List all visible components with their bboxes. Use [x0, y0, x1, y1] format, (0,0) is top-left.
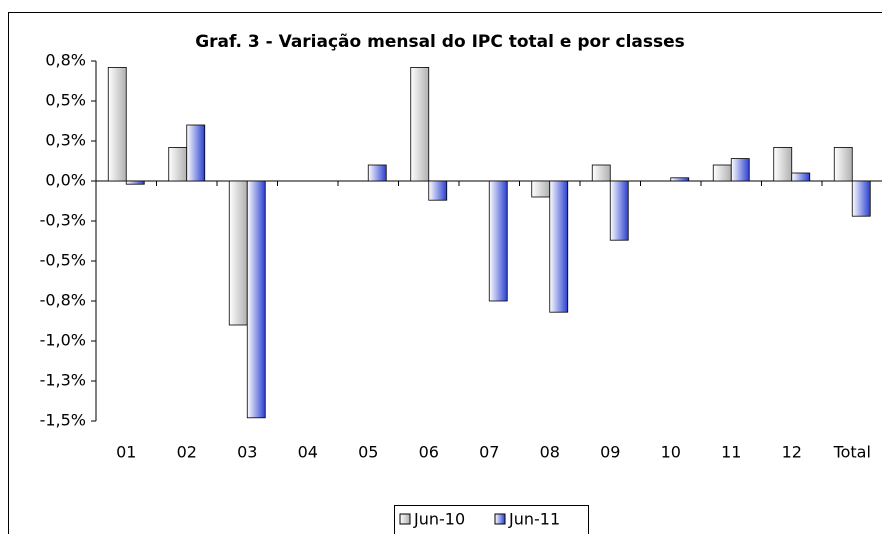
x-tick-label: 06	[419, 443, 439, 462]
bar	[125, 180, 145, 185]
x-tick-label: 08	[540, 443, 560, 462]
chart-frame	[8, 12, 882, 534]
x-tick-label: 11	[721, 443, 741, 462]
y-tick-label: -1,5%	[40, 411, 86, 430]
bar	[712, 164, 732, 182]
y-tick-label: -0,5%	[40, 251, 86, 270]
bar	[549, 180, 569, 313]
bar	[531, 180, 551, 198]
chart-title: Graf. 3 - Variação mensal do IPC total e…	[195, 32, 685, 52]
legend-swatch	[399, 513, 411, 525]
bar	[851, 180, 871, 217]
legend-label: Jun-10	[413, 510, 465, 529]
bar	[168, 146, 188, 182]
x-tick-label: 09	[600, 443, 620, 462]
x-tick-label: 10	[661, 443, 681, 462]
bar	[228, 180, 248, 326]
y-tick-label: -1,0%	[40, 331, 86, 350]
bar	[246, 180, 266, 419]
bar	[107, 67, 127, 182]
x-tick-label: 07	[479, 443, 499, 462]
x-tick-label: 05	[358, 443, 378, 462]
y-tick-label: -0,3%	[40, 211, 86, 230]
x-tick-label: 04	[298, 443, 318, 462]
legend-label: Jun-11	[508, 510, 560, 529]
legend-box	[394, 505, 589, 534]
y-tick-label: -1,3%	[40, 371, 86, 390]
bar	[410, 67, 430, 182]
bar	[773, 146, 793, 182]
x-tick-label: 02	[177, 443, 197, 462]
bar	[833, 146, 853, 182]
bar	[186, 124, 206, 182]
bar	[428, 180, 448, 201]
bar	[730, 158, 750, 182]
bar	[791, 172, 811, 182]
y-tick-label: 0,0%	[45, 171, 86, 190]
bar	[670, 177, 690, 182]
bar	[367, 164, 387, 182]
y-tick-label: 0,3%	[45, 131, 86, 150]
x-tick-label: 01	[116, 443, 136, 462]
bar	[609, 180, 629, 241]
bar	[591, 164, 611, 182]
x-tick-label: 03	[237, 443, 257, 462]
y-tick-label: 0,5%	[45, 91, 86, 110]
y-tick-label: 0,8%	[45, 51, 86, 70]
bar	[488, 180, 508, 302]
x-tick-label: 12	[782, 443, 802, 462]
legend-swatch	[494, 513, 506, 525]
y-tick-label: -0,8%	[40, 291, 86, 310]
x-tick-label: Total	[833, 443, 871, 462]
